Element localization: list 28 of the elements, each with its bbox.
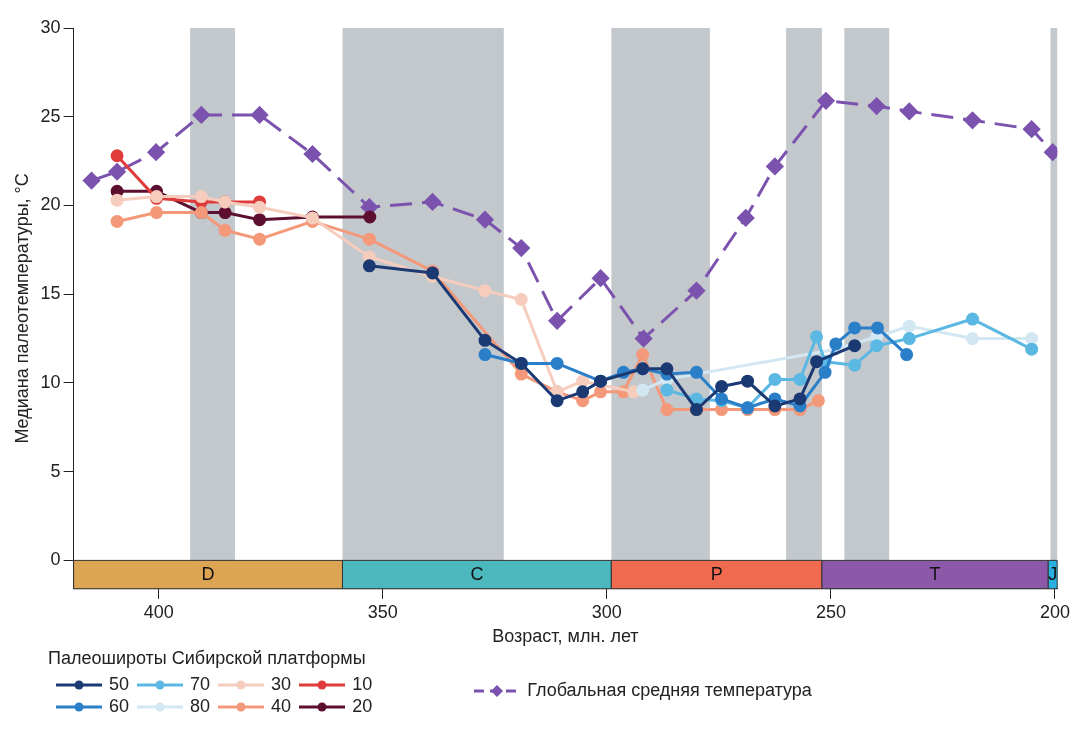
legend-label: 20 (352, 696, 373, 716)
band-label: C (470, 563, 484, 584)
legend-label: 70 (190, 674, 211, 694)
band-label: P (710, 563, 723, 584)
y-tick-label: 15 (40, 283, 61, 304)
y-tick-label: 20 (40, 194, 61, 215)
x-tick-label: 350 (367, 601, 398, 622)
legend-label: 30 (271, 674, 292, 694)
x-tick-label: 250 (815, 601, 846, 622)
legend-label: 50 (109, 674, 130, 694)
x-axis-title: Возраст, млн. лет (492, 626, 639, 647)
y-tick-label: 10 (40, 371, 61, 392)
x-tick-label: 200 (1039, 601, 1070, 622)
legend-label: 40 (271, 696, 292, 716)
legend-label: Глобальная средняя температура (527, 680, 812, 700)
legend-label: 10 (352, 674, 373, 694)
x-tick-label: 400 (143, 601, 174, 622)
y-tick-label: 25 (40, 105, 61, 126)
y-axis-title: Медиана палеотемпературы, °C (11, 173, 32, 444)
x-tick-label: 300 (591, 601, 622, 622)
y-tick-label: 0 (50, 549, 61, 570)
legend-label: 60 (109, 696, 130, 716)
y-tick-label: 5 (50, 460, 61, 481)
band-label: T (929, 563, 941, 584)
legend-label: 80 (190, 696, 211, 716)
band-label: D (201, 563, 215, 584)
y-tick-label: 30 (40, 16, 61, 37)
legend-title: Палеошироты Сибирской платформы (48, 648, 367, 669)
